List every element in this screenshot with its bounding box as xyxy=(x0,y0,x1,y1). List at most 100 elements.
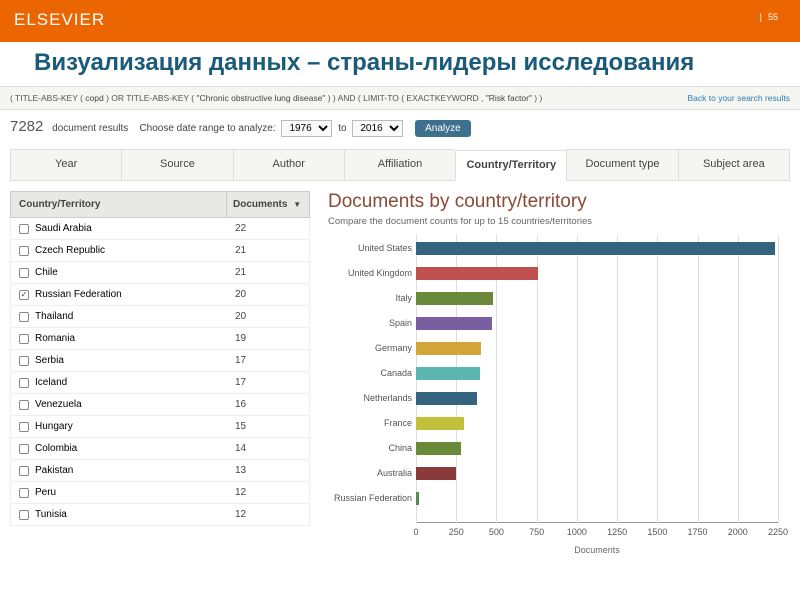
bar-label: Spain xyxy=(328,318,412,328)
list-item[interactable]: Peru 12 xyxy=(10,482,310,504)
bar-row: Russian Federation xyxy=(416,491,778,507)
date-range-label: Choose date range to analyze: xyxy=(139,123,275,134)
list-item[interactable]: Tunisia 12 xyxy=(10,504,310,526)
tab-source[interactable]: Source xyxy=(121,149,232,180)
bar-row: United States xyxy=(416,241,778,257)
chart-title: Documents by country/territory xyxy=(328,191,784,213)
checkbox[interactable] xyxy=(19,334,29,344)
list-item[interactable]: Chile 21 xyxy=(10,262,310,284)
checkbox[interactable] xyxy=(19,400,29,410)
content: Country/Territory Documents ▼ Saudi Arab… xyxy=(10,191,790,555)
checkbox[interactable] xyxy=(19,356,29,366)
result-count-label: document results xyxy=(52,123,128,134)
doc-count: 13 xyxy=(227,460,309,481)
list-item[interactable]: Saudi Arabia22 xyxy=(10,218,310,240)
tab-year[interactable]: Year xyxy=(10,149,121,180)
bar[interactable] xyxy=(416,367,480,380)
chart-area: Documents by country/territory Compare t… xyxy=(310,191,790,555)
bar[interactable] xyxy=(416,242,775,255)
bar-row: Italy xyxy=(416,291,778,307)
bar[interactable] xyxy=(416,317,492,330)
country-name: Colombia xyxy=(35,443,77,454)
checkbox[interactable] xyxy=(19,224,29,234)
bar[interactable] xyxy=(416,417,464,430)
x-tick: 0 xyxy=(413,527,418,537)
col-documents[interactable]: Documents ▼ xyxy=(227,192,309,217)
country-name: Iceland xyxy=(35,377,67,388)
x-tick: 1250 xyxy=(607,527,627,537)
bar[interactable] xyxy=(416,392,477,405)
controls-bar: 7282 document results Choose date range … xyxy=(0,110,800,143)
doc-count: 12 xyxy=(227,504,309,525)
doc-count: 22 xyxy=(227,218,309,239)
tab-document-type[interactable]: Document type xyxy=(566,149,677,180)
year-to-select[interactable]: 2016 xyxy=(352,120,403,137)
query-text: ( TITLE-ABS-KEY ( copd ) OR TITLE-ABS-KE… xyxy=(10,93,542,103)
x-axis-label: Documents xyxy=(416,545,778,555)
bar[interactable] xyxy=(416,467,456,480)
country-name: Romania xyxy=(35,333,75,344)
checkbox[interactable]: ✓ xyxy=(19,290,29,300)
country-name: Venezuela xyxy=(35,399,82,410)
doc-count: 12 xyxy=(227,482,309,503)
bar[interactable] xyxy=(416,267,538,280)
year-from-select[interactable]: 1976 xyxy=(281,120,332,137)
checkbox[interactable] xyxy=(19,510,29,520)
country-name: Serbia xyxy=(35,355,64,366)
list-item[interactable]: Colombia14 xyxy=(10,438,310,460)
tab-author[interactable]: Author xyxy=(233,149,344,180)
checkbox[interactable] xyxy=(19,268,29,278)
tabs: YearSourceAuthorAffiliationCountry/Terri… xyxy=(10,149,790,180)
bar-label: Italy xyxy=(328,293,412,303)
list-item[interactable]: Iceland 17 xyxy=(10,372,310,394)
country-name: Russian Federation xyxy=(35,289,122,300)
country-name: Pakistan xyxy=(35,465,73,476)
checkbox[interactable] xyxy=(19,312,29,322)
x-tick: 2250 xyxy=(768,527,788,537)
doc-count: 21 xyxy=(227,262,309,283)
checkbox[interactable] xyxy=(19,466,29,476)
col-country[interactable]: Country/Territory xyxy=(11,192,227,217)
checkbox[interactable] xyxy=(19,246,29,256)
list-item[interactable]: Pakistan 13 xyxy=(10,460,310,482)
country-name: Tunisia xyxy=(35,509,67,520)
country-name: Peru xyxy=(35,487,56,498)
list-item[interactable]: ✓ Russian Federation 20 xyxy=(10,284,310,306)
bar-row: Germany xyxy=(416,341,778,357)
list-item[interactable]: Czech Republic21 xyxy=(10,240,310,262)
bar[interactable] xyxy=(416,292,493,305)
checkbox[interactable] xyxy=(19,444,29,454)
header-bar: ELSEVIER | 55 xyxy=(0,0,800,42)
tab-affiliation[interactable]: Affiliation xyxy=(344,149,455,180)
to-label: to xyxy=(338,123,346,134)
bar-label: United Kingdom xyxy=(328,268,412,278)
list-item[interactable]: Serbia 17 xyxy=(10,350,310,372)
doc-count: 21 xyxy=(227,240,309,261)
checkbox[interactable] xyxy=(19,422,29,432)
checkbox[interactable] xyxy=(19,488,29,498)
analyze-button[interactable]: Analyze xyxy=(415,120,471,137)
list-item[interactable]: Venezuela 16 xyxy=(10,394,310,416)
query-bar: ( TITLE-ABS-KEY ( copd ) OR TITLE-ABS-KE… xyxy=(0,86,800,110)
bar-row: Australia xyxy=(416,466,778,482)
bar-label: Germany xyxy=(328,343,412,353)
bar-row: Netherlands xyxy=(416,391,778,407)
sort-desc-icon: ▼ xyxy=(293,200,301,209)
bar[interactable] xyxy=(416,342,481,355)
doc-count: 17 xyxy=(227,372,309,393)
page-number: 55 xyxy=(768,12,778,22)
tab-subject-area[interactable]: Subject area xyxy=(678,149,790,180)
back-to-results-link[interactable]: Back to your search results xyxy=(687,93,790,103)
doc-count: 16 xyxy=(227,394,309,415)
doc-count: 17 xyxy=(227,350,309,371)
list-item[interactable]: Thailand20 xyxy=(10,306,310,328)
list-item[interactable]: Hungary15 xyxy=(10,416,310,438)
bar-row: France xyxy=(416,416,778,432)
tab-country-territory[interactable]: Country/Territory xyxy=(455,150,566,181)
doc-count: 20 xyxy=(227,284,309,305)
checkbox[interactable] xyxy=(19,378,29,388)
bar[interactable] xyxy=(416,442,461,455)
list-item[interactable]: Romania19 xyxy=(10,328,310,350)
bar[interactable] xyxy=(416,492,419,505)
country-name: Chile xyxy=(35,267,58,278)
